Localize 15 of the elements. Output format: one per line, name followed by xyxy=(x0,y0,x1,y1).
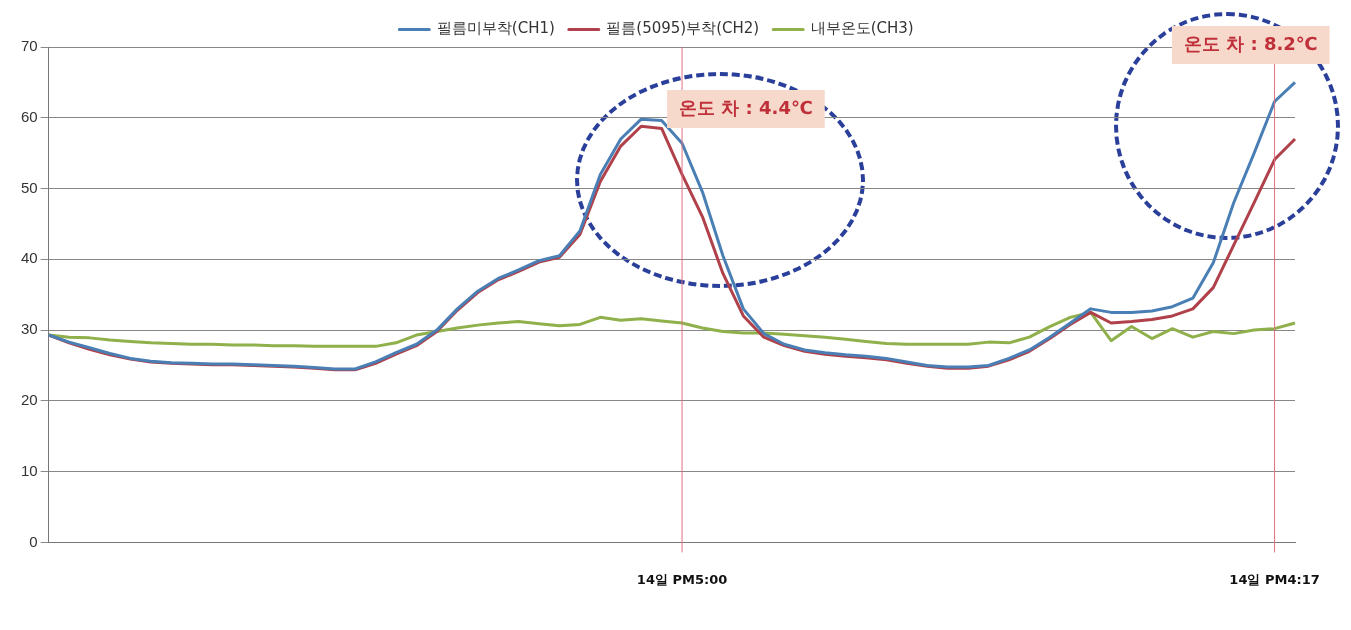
x-tick-label: 14일 PM5:00 xyxy=(636,571,728,587)
y-tick-label: 40 xyxy=(21,249,38,267)
y-tick-label: 60 xyxy=(21,107,38,125)
y-tick-label: 50 xyxy=(21,178,38,196)
legend-label: 내부온도(CH3) xyxy=(810,19,914,38)
y-tick-label: 30 xyxy=(21,320,38,338)
y-tick-label: 0 xyxy=(29,532,38,550)
y-tick-label: 70 xyxy=(21,37,38,55)
legend-label: 필름미부착(CH1) xyxy=(436,19,555,38)
y-tick-label: 10 xyxy=(21,461,38,479)
legend-label: 필름(5095)부착(CH2) xyxy=(606,19,760,38)
y-tick-label: 20 xyxy=(21,391,38,408)
annotation: 온도 차 : 4.4℃ xyxy=(679,96,813,118)
annotation: 온도 차 : 8.2℃ xyxy=(1183,32,1318,54)
x-tick-label: 14일 PM4:17 xyxy=(1229,571,1320,587)
